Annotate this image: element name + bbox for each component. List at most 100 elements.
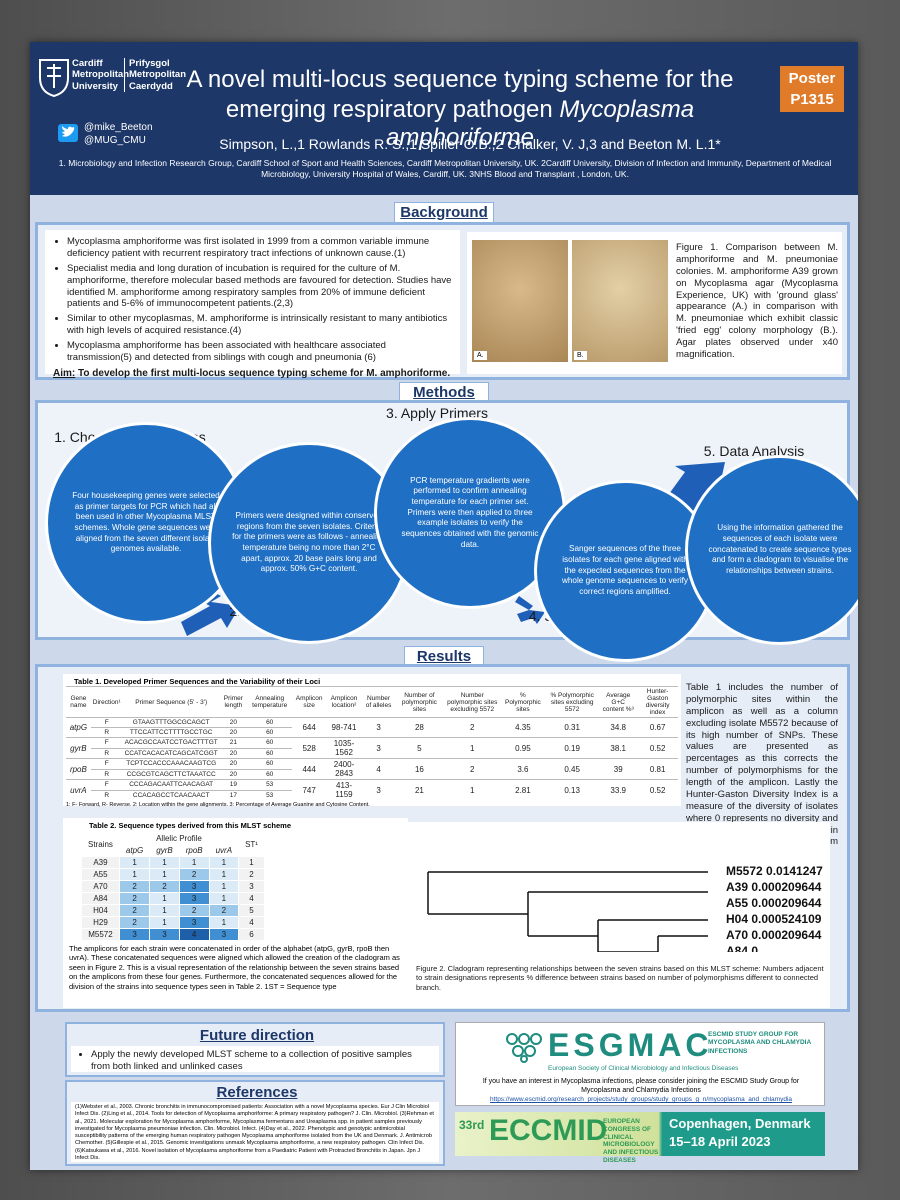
future-section: Future direction Apply the newly develop… (65, 1022, 445, 1077)
column-header: atpG (118, 844, 151, 857)
cell: 0.13 (545, 779, 600, 800)
title-species: Mycoplasma amphoriforme (385, 96, 695, 151)
cell: 2 (443, 717, 501, 738)
allele-cell: 3 (208, 928, 240, 941)
table2-caption: The amplicons for each strain were conca… (69, 944, 400, 991)
cell: GTAAGTTTGGCGCAGCT (122, 717, 220, 728)
cell: 444 (292, 758, 326, 780)
column-header: Average G+C content %³ (599, 686, 638, 718)
leaf-label: A39 0.000209644 (726, 880, 822, 894)
bullet: Similar to other mycoplasmas, M. amphori… (67, 313, 452, 337)
cell: M5572 (81, 928, 120, 941)
image-label: A. (474, 351, 487, 360)
table-footnote: 1: F- Forward, R- Reverse. 2: Location w… (66, 802, 370, 808)
allele-cell: 3 (178, 892, 210, 905)
header-row: Strains Allelic Profile ST¹ (81, 832, 265, 857)
table-row: gyrB F ACACGCCAATCCTGACTTTGT 21 60 528 1035-15… (66, 737, 678, 759)
eccmid-city: Copenhagen, Denmark (669, 1116, 811, 1131)
column-header: Hunter-Gaston diversity index (637, 686, 678, 718)
agar-image: B. (572, 240, 668, 362)
leaf-label: A70 0.000209644 (726, 928, 822, 942)
leaf-label: M5572 0.0141247 (726, 864, 823, 878)
column-header: Primer Sequence (5' - 3') (122, 686, 220, 718)
cell: 3 (238, 880, 265, 893)
cell: CCCAGACAATTCAACAGAT (122, 779, 220, 790)
eccmid-name: ECCMID (489, 1114, 608, 1147)
cell: 0.52 (637, 779, 678, 800)
agar-image: A. (472, 240, 568, 362)
cell: 19 (219, 779, 247, 790)
cell: TTCCATTCCTTTTGCCTGC (122, 727, 220, 738)
gene-name: uvrA (66, 779, 91, 800)
column-header: Strains (81, 832, 120, 857)
cladogram-panel: M5572 0.0141247 A39 0.000209644 A55 0.0002… (408, 822, 830, 1008)
poster-badge: Poster P1315 (780, 66, 844, 112)
cell: 2400-2843 (325, 758, 363, 780)
cell: F (90, 779, 123, 790)
cell: 21 (394, 779, 444, 800)
esgmac-society: European Society of Clinical Microbiolog… (548, 1065, 739, 1072)
references-text: (1)Webster et al., 2003. Chronic bronchi… (71, 1102, 439, 1162)
table-row: rpoB F TCPTCCACCCAAACAAGTCG 20 60 444 2400-284… (66, 758, 678, 780)
allele-cell: 2 (118, 880, 151, 893)
allele-cell: 2 (118, 904, 151, 917)
allele-cell: 1 (208, 856, 240, 869)
table-row: uvrA F CCCAGACAATTCAACAGAT 19 53 747 413-1159 3… (66, 779, 678, 800)
esgmac-panel: ESGMAC ESCMID STUDY GROUP FOR MYCOPLASMA… (455, 1022, 825, 1106)
allele-cell: 1 (149, 868, 180, 881)
figure2-caption: Figure 2. Cladogram representing relatio… (416, 964, 824, 992)
eccmid-banner: 33rd ECCMID EUROPEAN CONGRESS OF CLINICA… (455, 1112, 825, 1164)
badge-line: Poster (788, 70, 836, 87)
eccmid-dates: 15–18 April 2023 (669, 1134, 771, 1149)
cell: 0.67 (637, 717, 678, 738)
cell: 21 (219, 737, 247, 748)
cell: A70 (81, 880, 120, 893)
cell: F (90, 737, 123, 748)
cell: 5 (238, 904, 265, 917)
table-row: A39 1 1 1 1 1 (81, 856, 265, 869)
step-circle: Using the information gathered the seque… (685, 455, 858, 645)
cell: 3 (362, 779, 395, 800)
twitter-handle: @mike_Beeton (84, 122, 153, 133)
column-header: Amplicon size (292, 686, 326, 718)
cladogram: M5572 0.0141247 A39 0.000209644 A55 0.0002… (427, 864, 823, 974)
cell: 2 (443, 758, 501, 780)
cell: 20 (219, 747, 247, 759)
column-header: Direction¹ (90, 686, 123, 718)
cell: 747 (292, 779, 326, 800)
cell: 644 (292, 717, 326, 738)
aim-text: To develop the first multi-locus sequenc… (78, 367, 451, 379)
column-header: Allelic Profile (118, 832, 240, 845)
cell: 17 (219, 789, 247, 800)
allele-cell: 1 (208, 892, 240, 905)
cell: F (90, 758, 123, 769)
esgmac-invite: If you have an interest in Mycoplasma in… (482, 1078, 800, 1095)
twitter-icon (58, 124, 78, 142)
allele-cell: 3 (118, 928, 151, 941)
leaf-label: A84 0 (726, 944, 758, 952)
cell: 1 (443, 737, 501, 759)
esgmac-url[interactable]: https://www.escmid.org/research_projects… (489, 1096, 793, 1103)
column-header: gyrB (149, 844, 180, 857)
figure1-caption: Figure 1. Comparison between M. amphorif… (676, 242, 838, 360)
cell: A39 (81, 856, 120, 869)
cell: 1035-1562 (325, 737, 363, 759)
cell: 2.81 (500, 779, 546, 800)
leaf-label: H04 0.000524109 (726, 912, 822, 926)
eccmid-edition: 33rd (459, 1118, 485, 1132)
table-row: H04 2 1 2 2 5 (81, 904, 265, 917)
cell: 6 (238, 928, 265, 941)
cell: 0.45 (545, 758, 600, 780)
step-circle: Sanger sequences of the three isolates f… (534, 480, 716, 662)
cell: CCGCGTCAGCTTCTAAATCC (122, 768, 220, 780)
poster: Cardiff Metropolitan University Prifysgo… (30, 42, 858, 1170)
section-heading: Background (394, 202, 494, 223)
esgmac-icon (506, 1033, 542, 1063)
cell: H29 (81, 916, 120, 929)
image-label: B. (574, 351, 587, 360)
bullet-list: Mycoplasma amphoriforme was first isolat… (53, 236, 452, 364)
table2: Strains Allelic Profile ST¹ atpG gyrB rpoB uvr… (81, 832, 265, 941)
allele-cell: 3 (149, 928, 180, 941)
table1-panel: Table 1. Developed Primer Sequences and … (63, 674, 681, 808)
